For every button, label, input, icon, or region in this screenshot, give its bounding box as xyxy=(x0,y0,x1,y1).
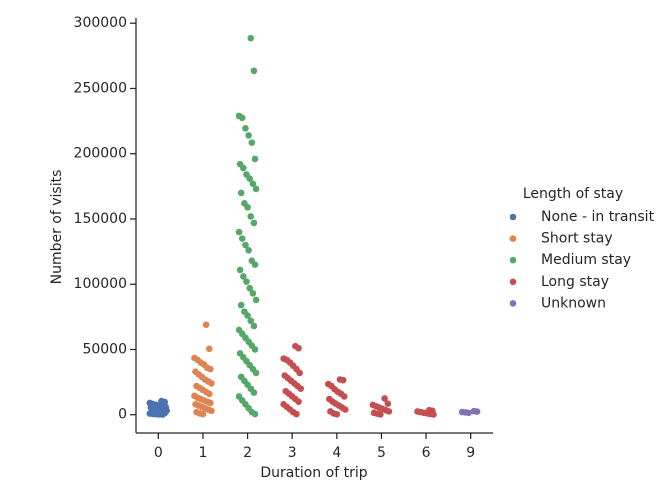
point xyxy=(235,228,243,236)
y-tick-label: 150000 xyxy=(74,211,127,227)
y-tick-label: 50000 xyxy=(82,341,127,357)
legend-marker xyxy=(509,278,517,286)
y-axis-label: Number of visits xyxy=(49,170,65,285)
point xyxy=(250,389,258,396)
point xyxy=(252,369,260,377)
point xyxy=(207,399,214,407)
point xyxy=(252,296,260,304)
x-tick-label: 4 xyxy=(332,445,341,461)
point xyxy=(242,124,249,132)
point xyxy=(342,406,349,413)
point xyxy=(247,213,255,220)
point xyxy=(247,34,255,42)
point xyxy=(206,345,213,353)
legend-marker xyxy=(509,235,517,242)
point xyxy=(297,385,304,392)
x-tick-label: 3 xyxy=(288,445,297,461)
point xyxy=(250,67,258,75)
point xyxy=(238,235,246,242)
point xyxy=(237,189,245,197)
point xyxy=(249,290,257,297)
y-tick-label: 300000 xyxy=(74,15,127,31)
point xyxy=(245,132,252,139)
point xyxy=(381,395,388,402)
point xyxy=(208,380,215,387)
point xyxy=(245,246,252,254)
point xyxy=(339,376,347,384)
point xyxy=(430,411,437,418)
point xyxy=(465,409,472,417)
point xyxy=(236,266,244,274)
point xyxy=(251,410,259,418)
point xyxy=(333,411,341,418)
x-axis-label: Duration of trip xyxy=(260,465,367,481)
point xyxy=(246,175,253,182)
legend-label: Short stay xyxy=(541,231,613,247)
point xyxy=(240,273,247,280)
point xyxy=(384,400,392,407)
point xyxy=(249,180,257,188)
point xyxy=(252,185,260,193)
legend-marker xyxy=(509,213,517,221)
point xyxy=(208,407,215,415)
legend-marker xyxy=(509,300,517,307)
legend-label: Medium stay xyxy=(541,252,631,268)
x-tick-label: 6 xyxy=(422,445,431,461)
point xyxy=(251,155,259,163)
point xyxy=(244,312,251,319)
x-tick-label: 5 xyxy=(377,445,386,461)
point xyxy=(247,317,255,325)
x-tick-label: 2 xyxy=(243,445,252,461)
x-tick-label: 1 xyxy=(198,445,207,461)
point xyxy=(296,369,303,377)
y-tick-label: 100000 xyxy=(74,276,127,292)
point xyxy=(295,398,302,405)
point xyxy=(206,390,213,398)
x-tick-label: 0 xyxy=(154,445,163,461)
point xyxy=(237,301,245,309)
legend-marker xyxy=(509,256,517,264)
point xyxy=(250,322,258,330)
point xyxy=(207,365,214,373)
point xyxy=(293,410,300,418)
point xyxy=(251,346,259,353)
point xyxy=(385,408,393,415)
y-tick-label: 200000 xyxy=(74,146,127,162)
y-tick-label: 250000 xyxy=(74,80,127,96)
point xyxy=(250,219,258,227)
legend-title: Length of stay xyxy=(523,186,623,202)
point xyxy=(244,203,251,211)
point xyxy=(238,114,246,122)
point xyxy=(242,241,249,249)
point xyxy=(202,321,210,328)
point xyxy=(159,411,166,418)
legend-label: Unknown xyxy=(541,295,606,311)
x-tick-label: 9 xyxy=(466,445,475,461)
point xyxy=(199,410,207,418)
point xyxy=(243,278,250,285)
y-tick-label: 0 xyxy=(118,407,127,423)
point xyxy=(340,393,348,400)
legend-label: Long stay xyxy=(541,274,609,290)
point xyxy=(295,344,302,352)
point xyxy=(240,164,247,172)
legend-label: None - in transit xyxy=(541,209,655,225)
point xyxy=(377,411,384,418)
point xyxy=(248,139,256,146)
point xyxy=(246,284,253,292)
point xyxy=(251,261,259,268)
point xyxy=(473,408,481,415)
